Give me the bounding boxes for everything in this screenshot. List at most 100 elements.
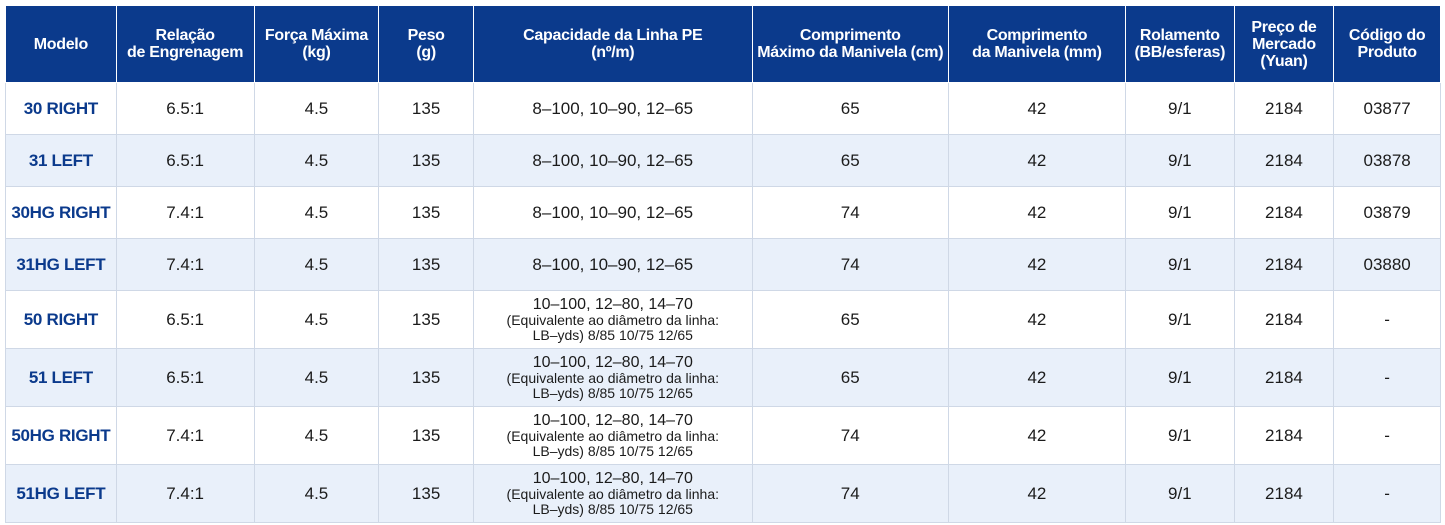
table-row: 31 LEFT 6.5:1 4.5 135 8–100, 10–90, 12–65 65 4… — [5, 134, 1441, 187]
crank-length-cell: 42 — [947, 134, 1126, 187]
header-weight: Peso (g) — [378, 6, 474, 83]
gear-ratio-cell: 6.5:1 — [115, 82, 255, 135]
gear-ratio-cell: 7.4:1 — [115, 464, 255, 523]
gear-ratio-cell: 6.5:1 — [115, 290, 255, 349]
weight-cell: 135 — [378, 238, 474, 291]
weight-cell: 135 — [378, 290, 474, 349]
max-force-cell: 4.5 — [253, 82, 380, 135]
model-cell: 31 LEFT — [5, 134, 117, 187]
table-body: 30 RIGHT 6.5:1 4.5 135 8–100, 10–90, 12–65 65… — [5, 82, 1441, 523]
line-capacity-note: (Equivalente ao diâmetro da linha: LB–yd… — [506, 370, 719, 401]
line-capacity-cell: 10–100, 12–80, 14–70 (Equivalente ao diâm… — [472, 348, 753, 407]
line-capacity-group: 10–100, 12–80, 14–70 (Equivalente ao diâm… — [478, 296, 748, 343]
model-cell: 30 RIGHT — [5, 82, 117, 135]
bearings-cell: 9/1 — [1124, 186, 1235, 239]
line-capacity-cell: 8–100, 10–90, 12–65 — [472, 238, 753, 291]
max-crank-length-cell: 65 — [751, 82, 949, 135]
line-capacity-cell: 8–100, 10–90, 12–65 — [472, 82, 753, 135]
market-price-cell: 2184 — [1233, 464, 1335, 523]
line-capacity-values: 10–100, 12–80, 14–70 — [532, 296, 693, 313]
bearings-cell: 9/1 — [1124, 82, 1235, 135]
market-price-cell: 2184 — [1233, 186, 1335, 239]
crank-length-cell: 42 — [947, 406, 1126, 465]
bearings-cell: 9/1 — [1124, 464, 1235, 523]
product-code-cell: 03877 — [1333, 82, 1441, 135]
header-row: Modelo Relação de Engrenagem Força Máxim… — [5, 6, 1441, 83]
model-cell: 30HG RIGHT — [5, 186, 117, 239]
model-cell: 51 LEFT — [5, 348, 117, 407]
product-code-cell: - — [1333, 348, 1441, 407]
max-crank-length-cell: 74 — [751, 186, 949, 239]
max-force-cell: 4.5 — [253, 134, 380, 187]
model-cell: 50HG RIGHT — [5, 406, 117, 465]
line-capacity-cell: 8–100, 10–90, 12–65 — [472, 134, 753, 187]
max-force-cell: 4.5 — [253, 464, 380, 523]
table-row: 30 RIGHT 6.5:1 4.5 135 8–100, 10–90, 12–65 65… — [5, 82, 1441, 135]
line-capacity-values: 10–100, 12–80, 14–70 — [532, 412, 693, 429]
bearings-cell: 9/1 — [1124, 290, 1235, 349]
model-cell: 50 RIGHT — [5, 290, 117, 349]
spec-table: Modelo Relação de Engrenagem Força Máxim… — [5, 6, 1441, 523]
market-price-cell: 2184 — [1233, 348, 1335, 407]
line-capacity-note: (Equivalente ao diâmetro da linha: LB–yd… — [506, 428, 719, 459]
product-code-cell: 03878 — [1333, 134, 1441, 187]
header-bearings: Rolamento (BB/esferas) — [1124, 6, 1235, 83]
weight-cell: 135 — [378, 82, 474, 135]
max-crank-length-cell: 65 — [751, 290, 949, 349]
market-price-cell: 2184 — [1233, 290, 1335, 349]
weight-cell: 135 — [378, 464, 474, 523]
gear-ratio-cell: 7.4:1 — [115, 406, 255, 465]
weight-cell: 135 — [378, 134, 474, 187]
max-crank-length-cell: 74 — [751, 464, 949, 523]
line-capacity-cell: 10–100, 12–80, 14–70 (Equivalente ao diâm… — [472, 406, 753, 465]
gear-ratio-cell: 6.5:1 — [115, 348, 255, 407]
header-gear-ratio: Relação de Engrenagem — [115, 6, 255, 83]
market-price-cell: 2184 — [1233, 82, 1335, 135]
model-cell: 51HG LEFT — [5, 464, 117, 523]
header-max-force: Força Máxima (kg) — [253, 6, 380, 83]
max-crank-length-cell: 65 — [751, 348, 949, 407]
gear-ratio-cell: 7.4:1 — [115, 238, 255, 291]
crank-length-cell: 42 — [947, 290, 1126, 349]
bearings-cell: 9/1 — [1124, 348, 1235, 407]
crank-length-cell: 42 — [947, 186, 1126, 239]
line-capacity-note: (Equivalente ao diâmetro da linha: LB–yd… — [506, 312, 719, 343]
bearings-cell: 9/1 — [1124, 134, 1235, 187]
header-crank-length: Comprimento da Manivela (mm) — [947, 6, 1126, 83]
line-capacity-cell: 10–100, 12–80, 14–70 (Equivalente ao diâm… — [472, 290, 753, 349]
crank-length-cell: 42 — [947, 464, 1126, 523]
product-code-cell: - — [1333, 406, 1441, 465]
max-crank-length-cell: 74 — [751, 406, 949, 465]
table-row: 31HG LEFT 7.4:1 4.5 135 8–100, 10–90, 12–65 7… — [5, 238, 1441, 291]
market-price-cell: 2184 — [1233, 406, 1335, 465]
table-row: 51HG LEFT 7.4:1 4.5 135 10–100, 12–80, 14–70… — [5, 464, 1441, 523]
max-force-cell: 4.5 — [253, 238, 380, 291]
max-force-cell: 4.5 — [253, 406, 380, 465]
market-price-cell: 2184 — [1233, 238, 1335, 291]
market-price-cell: 2184 — [1233, 134, 1335, 187]
crank-length-cell: 42 — [947, 348, 1126, 407]
max-force-cell: 4.5 — [253, 290, 380, 349]
product-code-cell: 03880 — [1333, 238, 1441, 291]
bearings-cell: 9/1 — [1124, 406, 1235, 465]
max-crank-length-cell: 65 — [751, 134, 949, 187]
header-product-code: Código do Produto — [1333, 6, 1441, 83]
header-model: Modelo — [5, 6, 117, 83]
line-capacity-note: (Equivalente ao diâmetro da linha: LB–yd… — [506, 486, 719, 517]
gear-ratio-cell: 7.4:1 — [115, 186, 255, 239]
table-row: 50 RIGHT 6.5:1 4.5 135 10–100, 12–80, 14–70(… — [5, 290, 1441, 349]
line-capacity-group: 10–100, 12–80, 14–70 (Equivalente ao diâm… — [478, 470, 748, 517]
table-row: 51 LEFT 6.5:1 4.5 135 10–100, 12–80, 14–70 (E… — [5, 348, 1441, 407]
line-capacity-cell: 10–100, 12–80, 14–70 (Equivalente ao diâm… — [472, 464, 753, 523]
product-code-cell: - — [1333, 464, 1441, 523]
line-capacity-group: 10–100, 12–80, 14–70 (Equivalente ao diâm… — [478, 412, 748, 459]
max-crank-length-cell: 74 — [751, 238, 949, 291]
max-force-cell: 4.5 — [253, 348, 380, 407]
crank-length-cell: 42 — [947, 238, 1126, 291]
weight-cell: 135 — [378, 186, 474, 239]
line-capacity-group: 10–100, 12–80, 14–70 (Equivalente ao diâm… — [478, 354, 748, 401]
weight-cell: 135 — [378, 348, 474, 407]
header-max-crank-length: Comprimento Máximo da Manivela (cm) — [751, 6, 949, 83]
gear-ratio-cell: 6.5:1 — [115, 134, 255, 187]
header-line-capacity: Capacidade da Linha PE (nº/m) — [472, 6, 753, 83]
